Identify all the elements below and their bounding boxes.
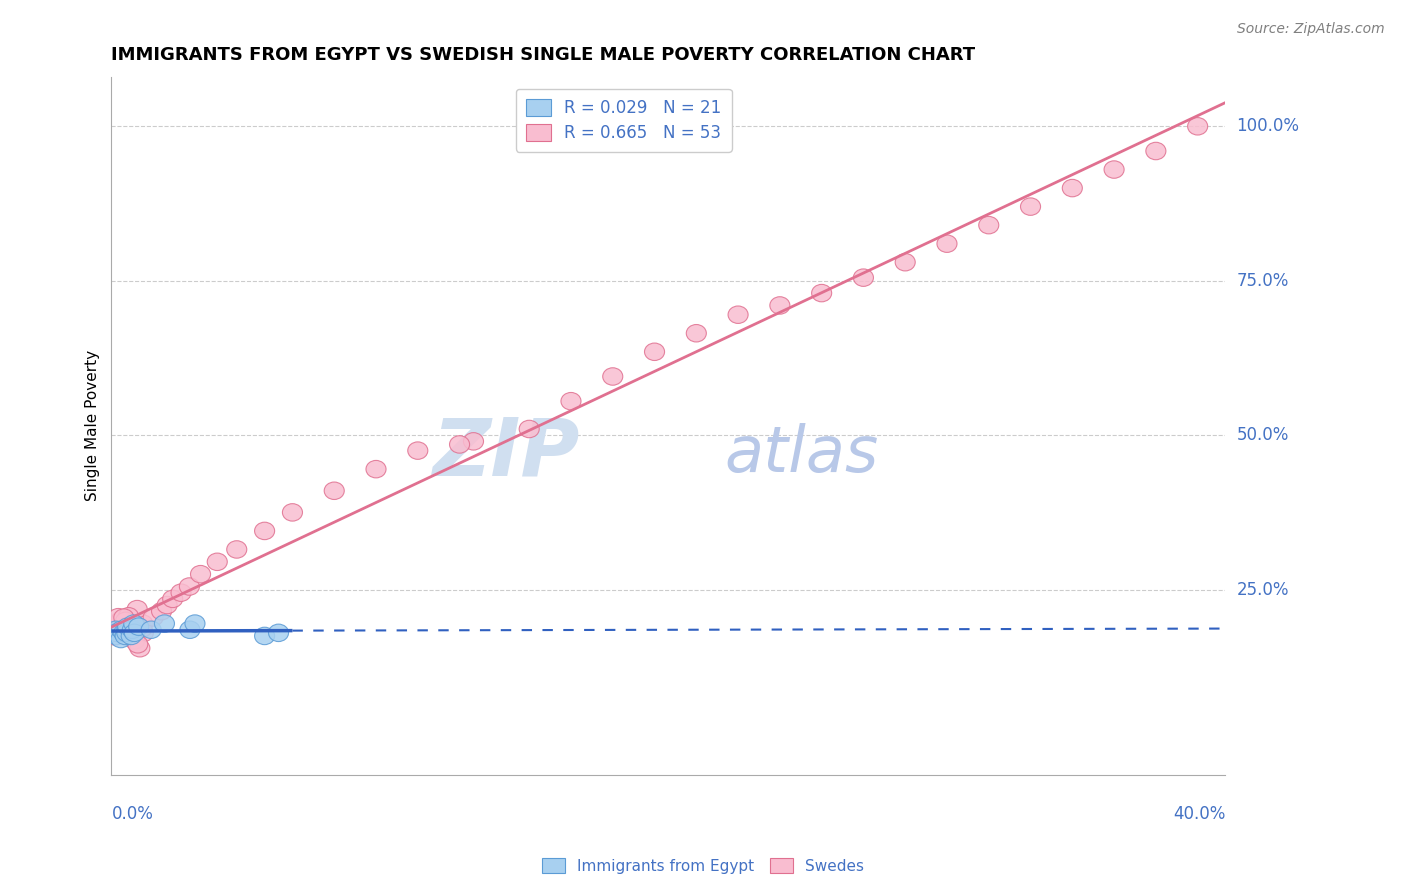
Ellipse shape <box>118 618 138 635</box>
Ellipse shape <box>127 600 148 618</box>
Ellipse shape <box>155 615 174 632</box>
Text: 75.0%: 75.0% <box>1237 272 1289 290</box>
Text: IMMIGRANTS FROM EGYPT VS SWEDISH SINGLE MALE POVERTY CORRELATION CHART: IMMIGRANTS FROM EGYPT VS SWEDISH SINGLE … <box>111 46 976 64</box>
Ellipse shape <box>114 609 134 626</box>
Ellipse shape <box>1021 198 1040 215</box>
Ellipse shape <box>603 368 623 385</box>
Ellipse shape <box>152 602 172 620</box>
Y-axis label: Single Male Poverty: Single Male Poverty <box>86 351 100 501</box>
Text: ZIP: ZIP <box>432 415 579 492</box>
Ellipse shape <box>115 627 135 645</box>
Ellipse shape <box>186 615 205 632</box>
Ellipse shape <box>108 608 128 626</box>
Text: atlas: atlas <box>724 423 879 485</box>
Ellipse shape <box>121 624 141 641</box>
Ellipse shape <box>122 621 142 639</box>
Ellipse shape <box>1104 161 1125 178</box>
Ellipse shape <box>129 640 150 657</box>
Ellipse shape <box>128 636 148 653</box>
Ellipse shape <box>111 611 131 629</box>
Ellipse shape <box>132 615 153 632</box>
Ellipse shape <box>105 621 127 639</box>
Ellipse shape <box>1063 179 1083 197</box>
Ellipse shape <box>117 621 136 639</box>
Ellipse shape <box>896 253 915 271</box>
Ellipse shape <box>519 420 540 438</box>
Ellipse shape <box>118 607 139 625</box>
Ellipse shape <box>172 584 191 601</box>
Ellipse shape <box>770 297 790 314</box>
Ellipse shape <box>979 217 998 234</box>
Ellipse shape <box>686 325 706 342</box>
Ellipse shape <box>141 621 162 639</box>
Legend: Immigrants from Egypt, Swedes: Immigrants from Egypt, Swedes <box>536 852 870 880</box>
Ellipse shape <box>254 627 274 645</box>
Ellipse shape <box>143 608 163 626</box>
Ellipse shape <box>325 482 344 500</box>
Ellipse shape <box>1146 143 1166 160</box>
Ellipse shape <box>936 235 957 252</box>
Ellipse shape <box>111 631 131 648</box>
Ellipse shape <box>269 624 288 641</box>
Ellipse shape <box>190 566 211 582</box>
Ellipse shape <box>111 622 131 639</box>
Ellipse shape <box>561 392 581 410</box>
Ellipse shape <box>283 504 302 521</box>
Ellipse shape <box>114 624 134 641</box>
Ellipse shape <box>1188 118 1208 135</box>
Ellipse shape <box>121 627 141 645</box>
Text: Source: ZipAtlas.com: Source: ZipAtlas.com <box>1237 22 1385 37</box>
Text: 25.0%: 25.0% <box>1237 581 1289 599</box>
Text: 0.0%: 0.0% <box>111 805 153 823</box>
Ellipse shape <box>111 621 131 639</box>
Ellipse shape <box>853 268 873 286</box>
Text: 40.0%: 40.0% <box>1173 805 1226 823</box>
Ellipse shape <box>180 621 200 639</box>
Ellipse shape <box>120 622 141 640</box>
Ellipse shape <box>118 617 139 634</box>
Ellipse shape <box>226 541 247 558</box>
Text: 100.0%: 100.0% <box>1237 118 1299 136</box>
Ellipse shape <box>122 620 142 638</box>
Ellipse shape <box>105 627 127 645</box>
Ellipse shape <box>157 597 177 614</box>
Ellipse shape <box>464 433 484 450</box>
Ellipse shape <box>728 306 748 324</box>
Ellipse shape <box>125 632 145 649</box>
Ellipse shape <box>105 628 125 645</box>
Ellipse shape <box>117 624 136 641</box>
Ellipse shape <box>129 618 149 635</box>
Ellipse shape <box>644 343 665 360</box>
Ellipse shape <box>207 553 228 571</box>
Ellipse shape <box>105 624 127 641</box>
Ellipse shape <box>450 435 470 453</box>
Ellipse shape <box>180 578 200 595</box>
Ellipse shape <box>115 612 135 630</box>
Ellipse shape <box>124 624 145 641</box>
Ellipse shape <box>134 624 153 641</box>
Ellipse shape <box>163 591 183 607</box>
Ellipse shape <box>408 442 427 459</box>
Ellipse shape <box>115 622 135 639</box>
Ellipse shape <box>124 615 143 632</box>
Text: 50.0%: 50.0% <box>1237 426 1289 444</box>
Ellipse shape <box>811 285 832 301</box>
Ellipse shape <box>254 522 274 540</box>
Ellipse shape <box>120 621 139 639</box>
Ellipse shape <box>132 620 152 637</box>
Ellipse shape <box>366 460 387 478</box>
Legend: R = 0.029   N = 21, R = 0.665   N = 53: R = 0.029 N = 21, R = 0.665 N = 53 <box>516 88 731 152</box>
